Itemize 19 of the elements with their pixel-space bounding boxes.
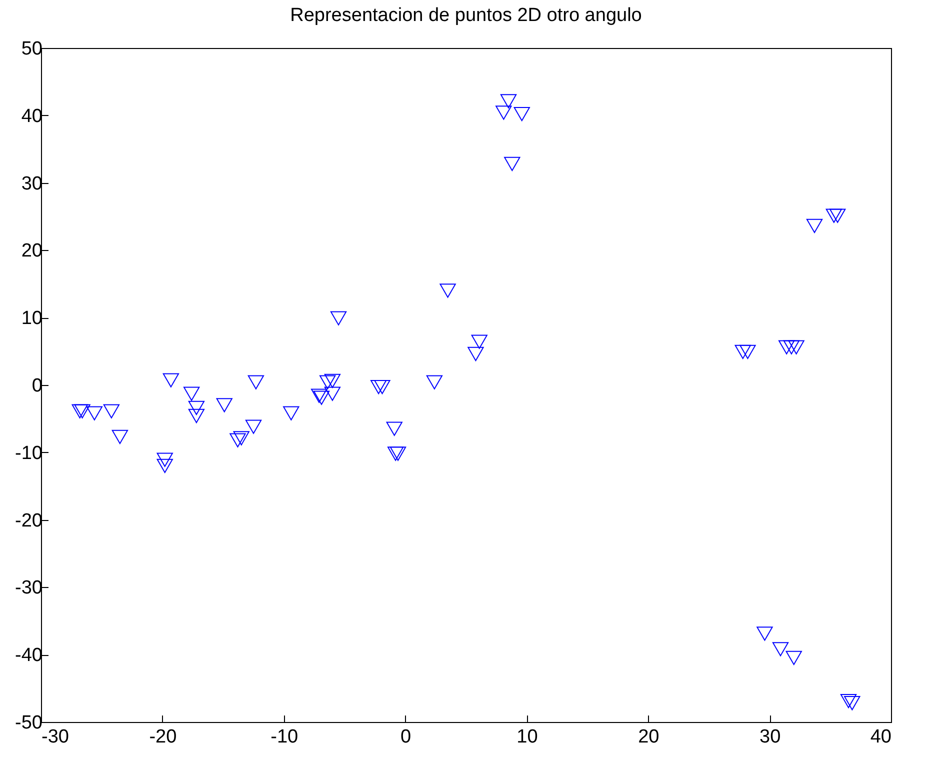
y-tick-label: -50	[15, 712, 42, 734]
y-tick-label: 20	[21, 240, 42, 262]
chart-title: Representacion de puntos 2D otro angulo	[290, 5, 642, 26]
y-tick-label: -20	[15, 510, 42, 532]
y-tick-label: 40	[21, 106, 42, 127]
y-tick-label: 30	[21, 173, 42, 194]
y-tick-label: -40	[15, 645, 42, 666]
x-tick-label: -10	[270, 726, 298, 748]
x-tick-label: -30	[42, 726, 69, 748]
x-tick-label: 20	[638, 726, 660, 748]
y-tick-label: 10	[21, 308, 42, 330]
x-tick-label: 30	[760, 726, 781, 748]
x-tick-label: 10	[516, 726, 538, 748]
x-tick-label: -20	[149, 726, 177, 748]
x-tick-label: 40	[870, 726, 892, 748]
x-tick-label: 0	[400, 726, 412, 748]
y-tick-label: -10	[15, 442, 42, 464]
y-tick-label: -30	[15, 578, 42, 599]
y-tick-label: 50	[21, 38, 42, 60]
